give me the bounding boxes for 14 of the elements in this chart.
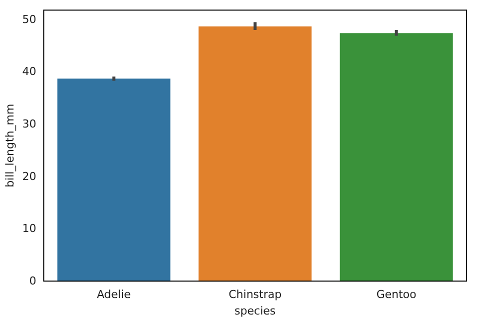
y-axis-title: bill_length_mm — [3, 104, 16, 188]
y-tick-label: 20 — [22, 170, 36, 183]
bar — [198, 26, 312, 282]
y-tick-label: 10 — [22, 222, 36, 236]
bar — [340, 33, 453, 282]
y-tick-label: 40 — [22, 65, 36, 78]
x-tick-label: Adelie — [96, 288, 132, 302]
x-tick-label: Gentoo — [376, 288, 417, 302]
y-tick-label: 30 — [22, 118, 36, 131]
x-tick-label: Chinstrap — [228, 288, 282, 302]
bar — [57, 78, 170, 282]
y-tick-label: 0 — [29, 274, 36, 288]
y-tick-label: 50 — [22, 12, 36, 26]
x-axis-title: species — [234, 304, 276, 318]
